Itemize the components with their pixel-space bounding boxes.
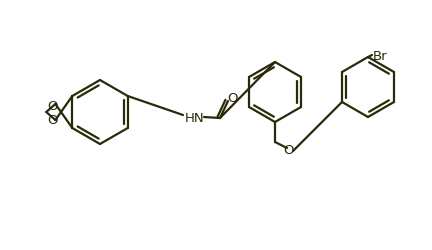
Text: O: O xyxy=(227,92,237,105)
Text: O: O xyxy=(47,99,57,112)
Text: HN: HN xyxy=(185,111,205,124)
Text: Br: Br xyxy=(373,49,388,62)
Text: O: O xyxy=(284,144,294,157)
Text: O: O xyxy=(47,113,57,126)
